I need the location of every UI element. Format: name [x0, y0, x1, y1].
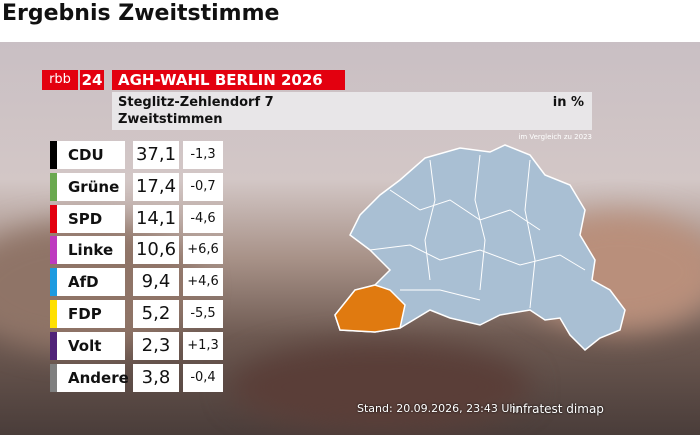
- party-name: Grüne: [50, 172, 125, 201]
- vote-type: Zweitstimmen: [118, 112, 223, 127]
- vote-change: +4,6: [183, 268, 223, 297]
- highlighted-district: [334, 284, 406, 333]
- vote-share: 9,4: [133, 268, 179, 297]
- headline: AGH-WAHL BERLIN 2026: [112, 70, 345, 90]
- vote-share: 10,6: [133, 236, 179, 265]
- party-color: [50, 141, 57, 169]
- party-name: Andere: [50, 363, 129, 392]
- vote-change: +6,6: [183, 236, 223, 265]
- party-name: Linke: [50, 236, 125, 265]
- party-name: Volt: [50, 331, 125, 360]
- party-color: [50, 331, 57, 360]
- channel-logo: 24: [80, 70, 104, 90]
- party-color: [50, 363, 57, 392]
- vote-share: 37,1: [133, 141, 179, 169]
- vote-change: +1,3: [183, 331, 223, 360]
- district: Steglitz-Zehlendorf 7: [118, 95, 274, 110]
- unit: in %: [552, 95, 584, 110]
- source: infratest dimap: [512, 402, 604, 416]
- vote-share: 17,4: [133, 172, 179, 201]
- comparison-note: im Vergleich zu 2023: [518, 133, 592, 141]
- party-color: [50, 268, 57, 297]
- vote-share: 2,3: [133, 331, 179, 360]
- map-districts: [369, 154, 586, 309]
- page-title: Ergebnis Zweitstimme: [2, 1, 280, 26]
- brand-logo: rbb: [42, 70, 78, 90]
- vote-share: 3,8: [133, 363, 179, 392]
- party-color: [50, 236, 57, 265]
- party-name: CDU: [50, 141, 125, 169]
- vote-change: -4,6: [183, 204, 223, 233]
- vote-share: 5,2: [133, 300, 179, 328]
- berlin-map: [334, 144, 626, 352]
- party-name: AfD: [50, 268, 125, 297]
- vote-change: -0,4: [183, 363, 223, 392]
- subheader: Steglitz-Zehlendorf 7 Zweitstimmen in %: [112, 92, 592, 130]
- party-name: SPD: [50, 204, 125, 233]
- timestamp: Stand: 20.09.2026, 23:43 Uhr: [357, 402, 521, 415]
- party-name: FDP: [50, 300, 125, 328]
- party-color: [50, 204, 57, 233]
- background-blur: [230, 342, 530, 432]
- vote-change: -1,3: [183, 141, 223, 169]
- vote-change: -0,7: [183, 172, 223, 201]
- vote-share: 14,1: [133, 204, 179, 233]
- party-color: [50, 172, 57, 201]
- map-outline: [334, 144, 626, 352]
- party-color: [50, 300, 57, 328]
- vote-change: -5,5: [183, 300, 223, 328]
